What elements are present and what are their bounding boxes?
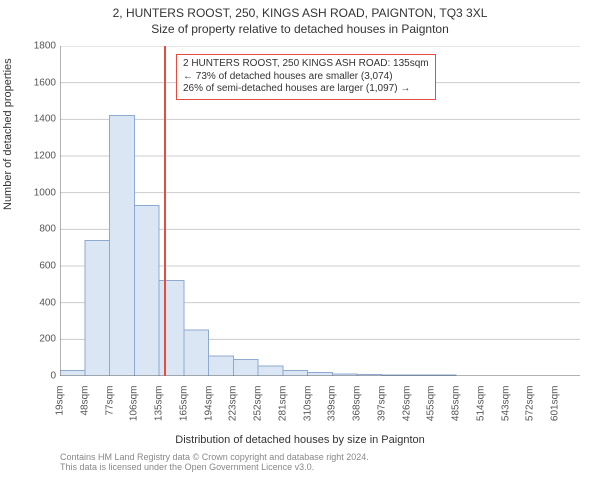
annotation-line-1: 2 HUNTERS ROOST, 250 KINGS ASH ROAD: 135…	[183, 58, 429, 71]
annotation-line-2: ← 73% of detached houses are smaller (3,…	[183, 71, 429, 84]
x-tick-label: 77sqm	[104, 386, 115, 434]
chart-area: Number of detached properties 2 HUNTERS …	[0, 40, 600, 432]
x-tick-label: 485sqm	[451, 386, 462, 434]
histogram-bar	[85, 240, 110, 376]
x-tick-label: 19sqm	[55, 386, 66, 434]
y-tick-label: 1400	[6, 114, 56, 125]
x-axis-label: Distribution of detached houses by size …	[0, 432, 600, 446]
histogram-bar	[60, 371, 85, 377]
histogram-bar	[258, 366, 283, 376]
histogram-bar	[159, 281, 184, 376]
x-tick-label: 426sqm	[401, 386, 412, 434]
title-main: 2, HUNTERS ROOST, 250, KINGS ASH ROAD, P…	[0, 0, 600, 20]
histogram-bar	[134, 206, 159, 377]
histogram-bar	[233, 360, 258, 377]
x-tick-label: 48sqm	[79, 386, 90, 434]
y-tick-label: 1000	[6, 187, 56, 198]
x-tick-label: 397sqm	[376, 386, 387, 434]
y-tick-label: 1600	[6, 77, 56, 88]
x-tick-label: 368sqm	[352, 386, 363, 434]
histogram-bar	[209, 356, 234, 376]
y-tick-label: 800	[6, 224, 56, 235]
x-tick-label: 106sqm	[129, 386, 140, 434]
y-tick-label: 1200	[6, 151, 56, 162]
x-tick-label: 165sqm	[178, 386, 189, 434]
x-tick-label: 601sqm	[550, 386, 561, 434]
annotation-line-3: 26% of semi-detached houses are larger (…	[183, 83, 429, 96]
y-tick-label: 400	[6, 297, 56, 308]
x-tick-label: 514sqm	[475, 386, 486, 434]
x-tick-label: 572sqm	[525, 386, 536, 434]
title-sub: Size of property relative to detached ho…	[0, 20, 600, 40]
footer-line-2: This data is licensed under the Open Gov…	[60, 462, 592, 472]
annotation-box: 2 HUNTERS ROOST, 250 KINGS ASH ROAD: 135…	[176, 54, 436, 100]
x-tick-label: 339sqm	[327, 386, 338, 434]
x-tick-label: 135sqm	[154, 386, 165, 434]
histogram-bar	[184, 330, 209, 376]
x-tick-label: 281sqm	[277, 386, 288, 434]
y-tick-label: 200	[6, 334, 56, 345]
y-tick-label: 0	[6, 371, 56, 382]
histogram-bar	[308, 372, 333, 376]
histogram-bar	[283, 371, 308, 377]
x-tick-label: 543sqm	[500, 386, 511, 434]
x-tick-label: 310sqm	[302, 386, 313, 434]
x-tick-label: 194sqm	[203, 386, 214, 434]
footer: Contains HM Land Registry data © Crown c…	[0, 446, 600, 472]
property-marker-line	[164, 46, 166, 376]
x-tick-label: 455sqm	[426, 386, 437, 434]
y-tick-label: 1800	[6, 41, 56, 52]
histogram-bar	[110, 116, 135, 376]
footer-line-1: Contains HM Land Registry data © Crown c…	[60, 452, 592, 462]
y-tick-label: 600	[6, 261, 56, 272]
x-tick-label: 223sqm	[228, 386, 239, 434]
x-tick-label: 252sqm	[253, 386, 264, 434]
